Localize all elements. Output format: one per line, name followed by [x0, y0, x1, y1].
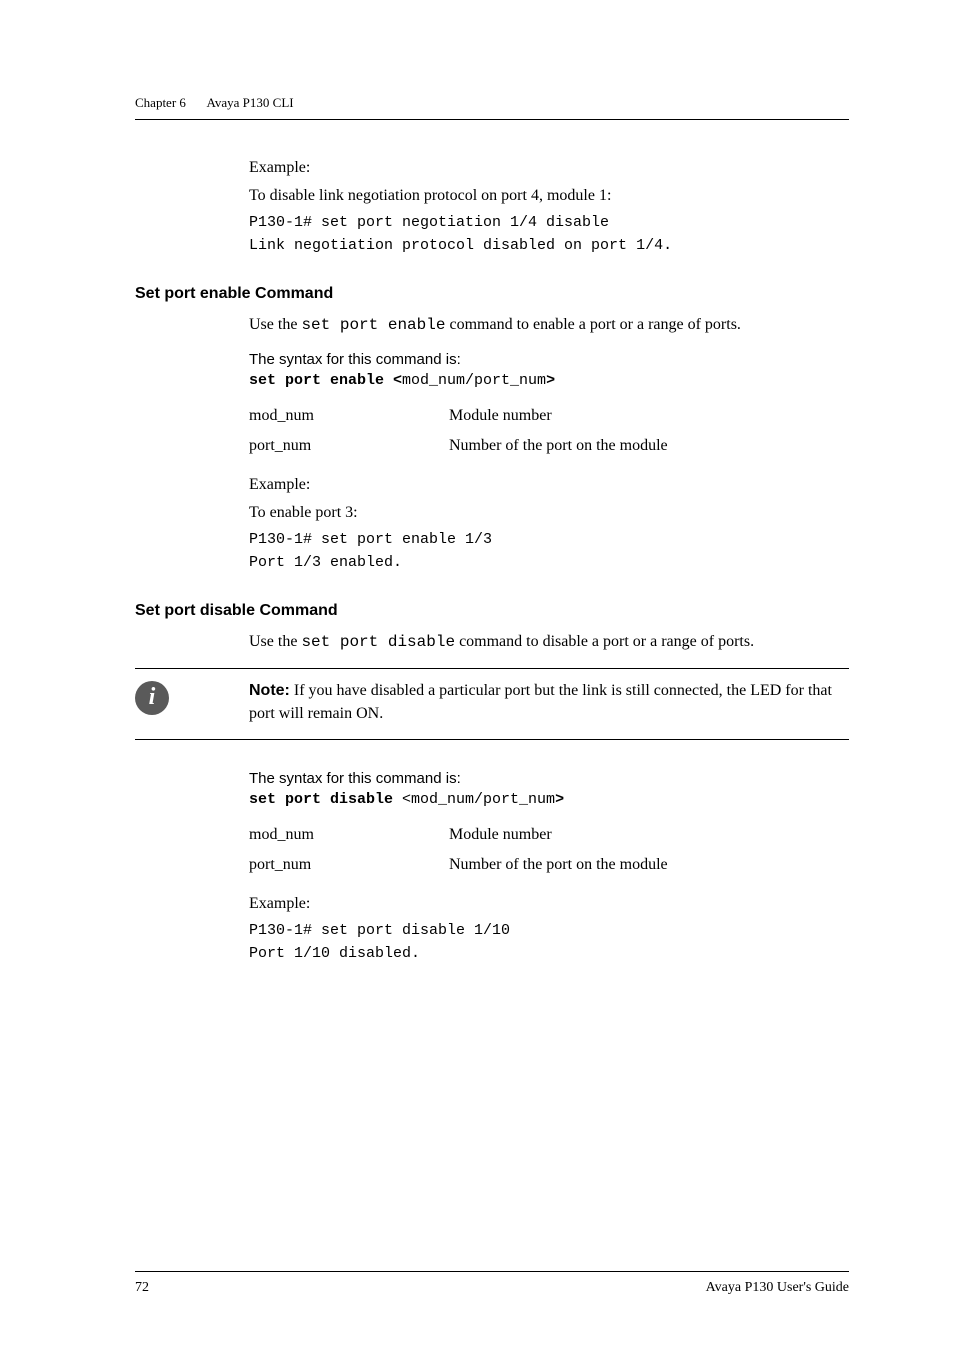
disable-desc-suffix: command to disable a port or a range of … [455, 633, 754, 650]
param-desc: Module number [449, 407, 552, 425]
disable-command-template: set port disable <mod_num/port_num> [249, 791, 849, 808]
running-header: Chapter 6 Avaya P130 CLI [135, 95, 849, 111]
disable-syntax-intro: The syntax for this command is: [249, 770, 849, 787]
example-description: To disable link negotiation protocol on … [249, 184, 849, 208]
disable-desc-prefix: Use the [249, 633, 301, 650]
info-icon: i [135, 681, 169, 715]
guide-title: Avaya P130 User's Guide [706, 1280, 849, 1296]
section-heading-disable: Set port disable Command [135, 602, 849, 620]
param-desc: Number of the port on the module [449, 856, 668, 874]
example-command: P130-1# set port enable 1/3 [249, 529, 849, 552]
example-output: Port 1/10 disabled. [249, 943, 849, 966]
example-label: Example: [249, 892, 849, 916]
disable-body: The syntax for this command is: set port… [249, 770, 849, 965]
note-label: Note: [249, 682, 290, 699]
param-row: port_num Number of the port on the modul… [249, 437, 849, 455]
disable-desc-wrap: Use the set port disable command to disa… [249, 630, 849, 654]
enable-syntax-intro: The syntax for this command is: [249, 351, 849, 368]
page-footer: 72 Avaya P130 User's Guide [135, 1271, 849, 1296]
enable-cmd-bold1: set port enable < [249, 372, 402, 389]
param-desc: Module number [449, 826, 552, 844]
note-icon-wrap: i [135, 679, 249, 715]
section-heading-enable: Set port enable Command [135, 285, 849, 303]
footer-row: 72 Avaya P130 User's Guide [135, 1280, 849, 1296]
enable-desc-prefix: Use the [249, 316, 301, 333]
enable-param-table: mod_num Module number port_num Number of… [249, 407, 849, 455]
header-rule [135, 119, 849, 120]
page-number: 72 [135, 1280, 149, 1296]
enable-desc-cmd: set port enable [301, 316, 445, 334]
disable-cmd-placeholder: <mod_num/port_num [402, 791, 555, 808]
disable-param-table: mod_num Module number port_num Number of… [249, 826, 849, 874]
page: Chapter 6 Avaya P130 CLI Example: To dis… [0, 0, 954, 1351]
param-row: mod_num Module number [249, 826, 849, 844]
chapter-number: Chapter 6 [135, 95, 186, 110]
enable-cmd-placeholder: mod_num/port_num [402, 372, 546, 389]
param-desc: Number of the port on the module [449, 437, 668, 455]
enable-body: Use the set port enable command to enabl… [249, 313, 849, 574]
param-row: mod_num Module number [249, 407, 849, 425]
param-name: port_num [249, 856, 449, 874]
example-command: P130-1# set port disable 1/10 [249, 920, 849, 943]
example-label: Example: [249, 156, 849, 180]
enable-cmd-bold2: > [546, 372, 555, 389]
note-block: i Note: If you have disabled a particula… [135, 668, 849, 740]
example-output: Link negotiation protocol disabled on po… [249, 235, 849, 258]
disable-desc-cmd: set port disable [301, 633, 455, 651]
info-icon-glyph: i [149, 685, 156, 709]
param-row: port_num Number of the port on the modul… [249, 856, 849, 874]
disable-cmd-bold1: set port disable [249, 791, 402, 808]
footer-rule [135, 1271, 849, 1272]
example-label: Example: [249, 473, 849, 497]
example-output: Port 1/3 enabled. [249, 552, 849, 575]
disable-description: Use the set port disable command to disa… [249, 630, 849, 654]
param-name: port_num [249, 437, 449, 455]
disable-cmd-bold2: > [555, 791, 564, 808]
example-description: To enable port 3: [249, 501, 849, 525]
intro-example-block: Example: To disable link negotiation pro… [249, 156, 849, 257]
chapter-title: Avaya P130 CLI [206, 95, 293, 110]
note-body: If you have disabled a particular port b… [249, 682, 832, 722]
param-name: mod_num [249, 826, 449, 844]
enable-command-template: set port enable <mod_num/port_num> [249, 372, 849, 389]
enable-desc-suffix: command to enable a port or a range of p… [445, 316, 740, 333]
enable-description: Use the set port enable command to enabl… [249, 313, 849, 337]
example-command: P130-1# set port negotiation 1/4 disable [249, 212, 849, 235]
param-name: mod_num [249, 407, 449, 425]
note-text: Note: If you have disabled a particular … [249, 679, 849, 725]
